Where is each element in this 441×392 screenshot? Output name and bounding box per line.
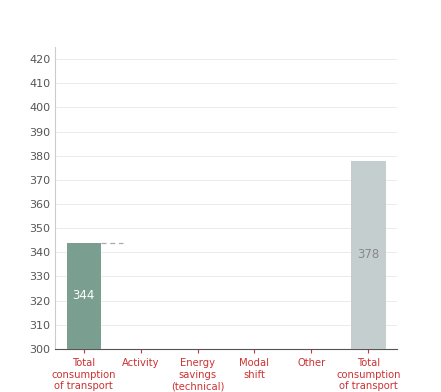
Text: 378: 378: [357, 248, 380, 261]
Bar: [351, 161, 385, 349]
Bar: [67, 243, 101, 349]
Text: 344: 344: [72, 289, 95, 302]
